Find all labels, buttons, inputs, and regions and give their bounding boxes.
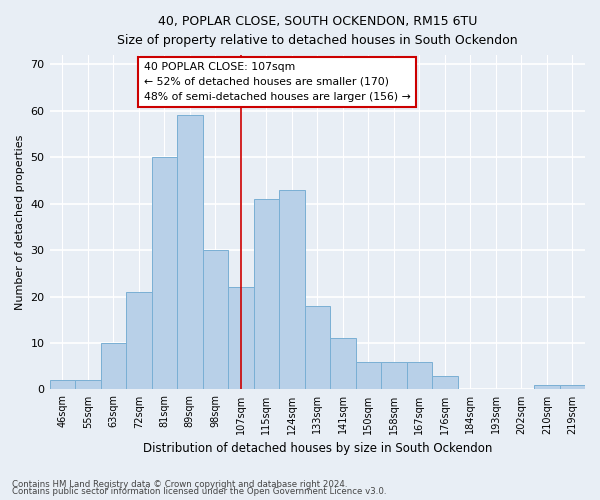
Text: 40 POPLAR CLOSE: 107sqm
← 52% of detached houses are smaller (170)
48% of semi-d: 40 POPLAR CLOSE: 107sqm ← 52% of detache… — [144, 62, 410, 102]
Bar — [330, 338, 356, 390]
Bar — [203, 250, 228, 390]
X-axis label: Distribution of detached houses by size in South Ockendon: Distribution of detached houses by size … — [143, 442, 492, 455]
Text: Contains HM Land Registry data © Crown copyright and database right 2024.: Contains HM Land Registry data © Crown c… — [12, 480, 347, 489]
Bar — [305, 306, 330, 390]
Bar — [279, 190, 305, 390]
Bar — [101, 343, 126, 390]
Text: Contains public sector information licensed under the Open Government Licence v3: Contains public sector information licen… — [12, 488, 386, 496]
Bar — [126, 292, 152, 390]
Title: 40, POPLAR CLOSE, SOUTH OCKENDON, RM15 6TU
Size of property relative to detached: 40, POPLAR CLOSE, SOUTH OCKENDON, RM15 6… — [117, 15, 518, 47]
Bar — [356, 362, 381, 390]
Bar — [534, 385, 560, 390]
Y-axis label: Number of detached properties: Number of detached properties — [15, 134, 25, 310]
Bar — [560, 385, 585, 390]
Bar — [50, 380, 75, 390]
Bar — [381, 362, 407, 390]
Bar — [177, 116, 203, 390]
Bar — [432, 376, 458, 390]
Bar — [75, 380, 101, 390]
Bar — [254, 199, 279, 390]
Bar — [407, 362, 432, 390]
Bar — [228, 288, 254, 390]
Bar — [152, 158, 177, 390]
